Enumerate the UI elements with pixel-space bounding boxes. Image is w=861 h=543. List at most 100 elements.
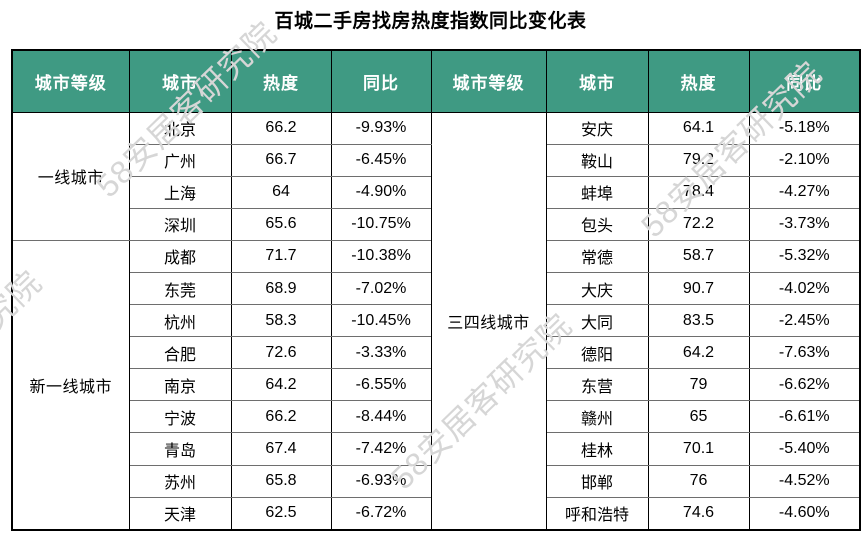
heat-cell: 72.6 bbox=[230, 336, 332, 370]
city-cell: 德阳 bbox=[545, 336, 649, 370]
yoy-cell: -6.93% bbox=[330, 464, 432, 498]
heat-cell: 64.2 bbox=[230, 368, 332, 402]
yoy-cell: -10.38% bbox=[330, 239, 432, 273]
yoy-cell: -9.93% bbox=[330, 111, 432, 145]
yoy-cell: -6.72% bbox=[330, 496, 432, 531]
heat-index-table: 城市等级 城市 热度 同比 城市等级 城市 热度 同比 一线城市 北京 66.2… bbox=[11, 49, 861, 531]
table-row: 南京 64.2 -6.55% 东营 79 -6.62% bbox=[12, 368, 861, 402]
heat-cell: 66.2 bbox=[230, 111, 332, 145]
table-row: 一线城市 北京 66.2 -9.93% 三四线城市 安庆 64.1 -5.18% bbox=[11, 111, 861, 531]
city-cell: 包头 bbox=[545, 207, 649, 241]
heat-cell: 79 bbox=[647, 368, 750, 402]
heat-cell: 83.5 bbox=[647, 304, 750, 338]
yoy-cell: -2.10% bbox=[748, 143, 861, 177]
yoy-cell: -7.63% bbox=[748, 336, 861, 370]
tier-cell-tier34: 三四线城市 bbox=[430, 111, 547, 531]
city-cell: 呼和浩特 bbox=[545, 496, 649, 531]
heat-cell: 79.2 bbox=[647, 143, 750, 177]
city-cell: 南京 bbox=[128, 368, 232, 402]
table-row: 苏州 65.8 -6.93% 邯郸 76 -4.52% bbox=[12, 464, 861, 498]
yoy-cell: -6.45% bbox=[330, 143, 432, 177]
yoy-cell: -7.42% bbox=[330, 432, 432, 466]
heat-cell: 78.4 bbox=[647, 175, 750, 209]
yoy-cell: -4.52% bbox=[748, 464, 861, 498]
city-cell: 青岛 bbox=[128, 432, 232, 466]
city-cell: 东莞 bbox=[128, 271, 232, 306]
heat-cell: 71.7 bbox=[230, 239, 332, 273]
city-cell: 天津 bbox=[128, 496, 232, 531]
city-cell: 上海 bbox=[128, 175, 232, 209]
yoy-cell: -3.33% bbox=[330, 336, 432, 370]
col-header-tier-right: 城市等级 bbox=[430, 49, 547, 113]
heat-cell: 76 bbox=[647, 464, 750, 498]
heat-cell: 90.7 bbox=[647, 271, 750, 306]
city-cell: 合肥 bbox=[128, 336, 232, 370]
col-header-city-right: 城市 bbox=[545, 49, 649, 113]
city-cell: 北京 bbox=[128, 111, 232, 145]
city-cell: 桂林 bbox=[545, 432, 649, 466]
yoy-cell: -8.44% bbox=[330, 400, 432, 434]
city-cell: 赣州 bbox=[545, 400, 649, 434]
city-cell: 大同 bbox=[545, 304, 649, 338]
heat-cell: 64 bbox=[230, 175, 332, 209]
heat-cell: 58.7 bbox=[647, 239, 750, 273]
city-cell: 宁波 bbox=[128, 400, 232, 434]
table-row: 新一线城市 成都 71.7 -10.38% 常德 58.7 -5.32% bbox=[11, 239, 861, 531]
yoy-cell: -5.40% bbox=[748, 432, 861, 466]
city-cell: 常德 bbox=[545, 239, 649, 273]
yoy-cell: -6.55% bbox=[330, 368, 432, 402]
city-cell: 杭州 bbox=[128, 304, 232, 338]
city-cell: 成都 bbox=[128, 239, 232, 273]
tier-cell-new-tier1: 新一线城市 bbox=[11, 239, 130, 531]
table-row: 合肥 72.6 -3.33% 德阳 64.2 -7.63% bbox=[12, 336, 861, 370]
heat-cell: 65 bbox=[647, 400, 750, 434]
yoy-cell: -10.75% bbox=[330, 207, 432, 241]
yoy-cell: -5.18% bbox=[748, 111, 861, 145]
table-row: 深圳 65.6 -10.75% 包头 72.2 -3.73% bbox=[12, 207, 861, 241]
col-header-yoy-right: 同比 bbox=[748, 49, 861, 113]
page-title: 百城二手房找房热度指数同比变化表 bbox=[274, 11, 587, 32]
heat-cell: 68.9 bbox=[230, 271, 332, 306]
yoy-cell: -5.32% bbox=[748, 239, 861, 273]
yoy-cell: -2.45% bbox=[748, 304, 861, 338]
col-header-yoy-left: 同比 bbox=[330, 49, 432, 113]
col-header-heat-right: 热度 bbox=[647, 49, 750, 113]
yoy-cell: -3.73% bbox=[748, 207, 861, 241]
yoy-cell: -6.61% bbox=[748, 400, 861, 434]
heat-cell: 66.2 bbox=[230, 400, 332, 434]
col-header-city-left: 城市 bbox=[128, 49, 232, 113]
yoy-cell: -6.62% bbox=[748, 368, 861, 402]
yoy-cell: -4.27% bbox=[748, 175, 861, 209]
table-row: 青岛 67.4 -7.42% 桂林 70.1 -5.40% bbox=[12, 432, 861, 466]
yoy-cell: -4.02% bbox=[748, 271, 861, 306]
heat-cell: 58.3 bbox=[230, 304, 332, 338]
table-row: 上海 64 -4.90% 蚌埠 78.4 -4.27% bbox=[12, 175, 861, 209]
city-cell: 深圳 bbox=[128, 207, 232, 241]
city-cell: 大庆 bbox=[545, 271, 649, 306]
heat-cell: 67.4 bbox=[230, 432, 332, 466]
heat-cell: 72.2 bbox=[647, 207, 750, 241]
table-row: 天津 62.5 -6.72% 呼和浩特 74.6 -4.60% bbox=[12, 496, 861, 531]
header-row: 城市等级 城市 热度 同比 城市等级 城市 热度 同比 bbox=[11, 49, 861, 113]
table-row: 东莞 68.9 -7.02% 大庆 90.7 -4.02% bbox=[12, 271, 861, 306]
col-header-tier-left: 城市等级 bbox=[11, 49, 130, 113]
city-cell: 安庆 bbox=[545, 111, 649, 145]
city-cell: 广州 bbox=[128, 143, 232, 177]
tier-cell-tier1: 一线城市 bbox=[11, 111, 130, 241]
yoy-cell: -10.45% bbox=[330, 304, 432, 338]
heat-cell: 66.7 bbox=[230, 143, 332, 177]
col-header-heat-left: 热度 bbox=[230, 49, 332, 113]
heat-cell: 65.6 bbox=[230, 207, 332, 241]
city-cell: 苏州 bbox=[128, 464, 232, 498]
city-cell: 邯郸 bbox=[545, 464, 649, 498]
table-row: 宁波 66.2 -8.44% 赣州 65 -6.61% bbox=[12, 400, 861, 434]
heat-cell: 62.5 bbox=[230, 496, 332, 531]
heat-cell: 64.2 bbox=[647, 336, 750, 370]
table-row: 广州 66.7 -6.45% 鞍山 79.2 -2.10% bbox=[12, 143, 861, 177]
heat-cell: 74.6 bbox=[647, 496, 750, 531]
heat-cell: 64.1 bbox=[647, 111, 750, 145]
heat-cell: 65.8 bbox=[230, 464, 332, 498]
city-cell: 东营 bbox=[545, 368, 649, 402]
yoy-cell: -7.02% bbox=[330, 271, 432, 306]
city-cell: 蚌埠 bbox=[545, 175, 649, 209]
